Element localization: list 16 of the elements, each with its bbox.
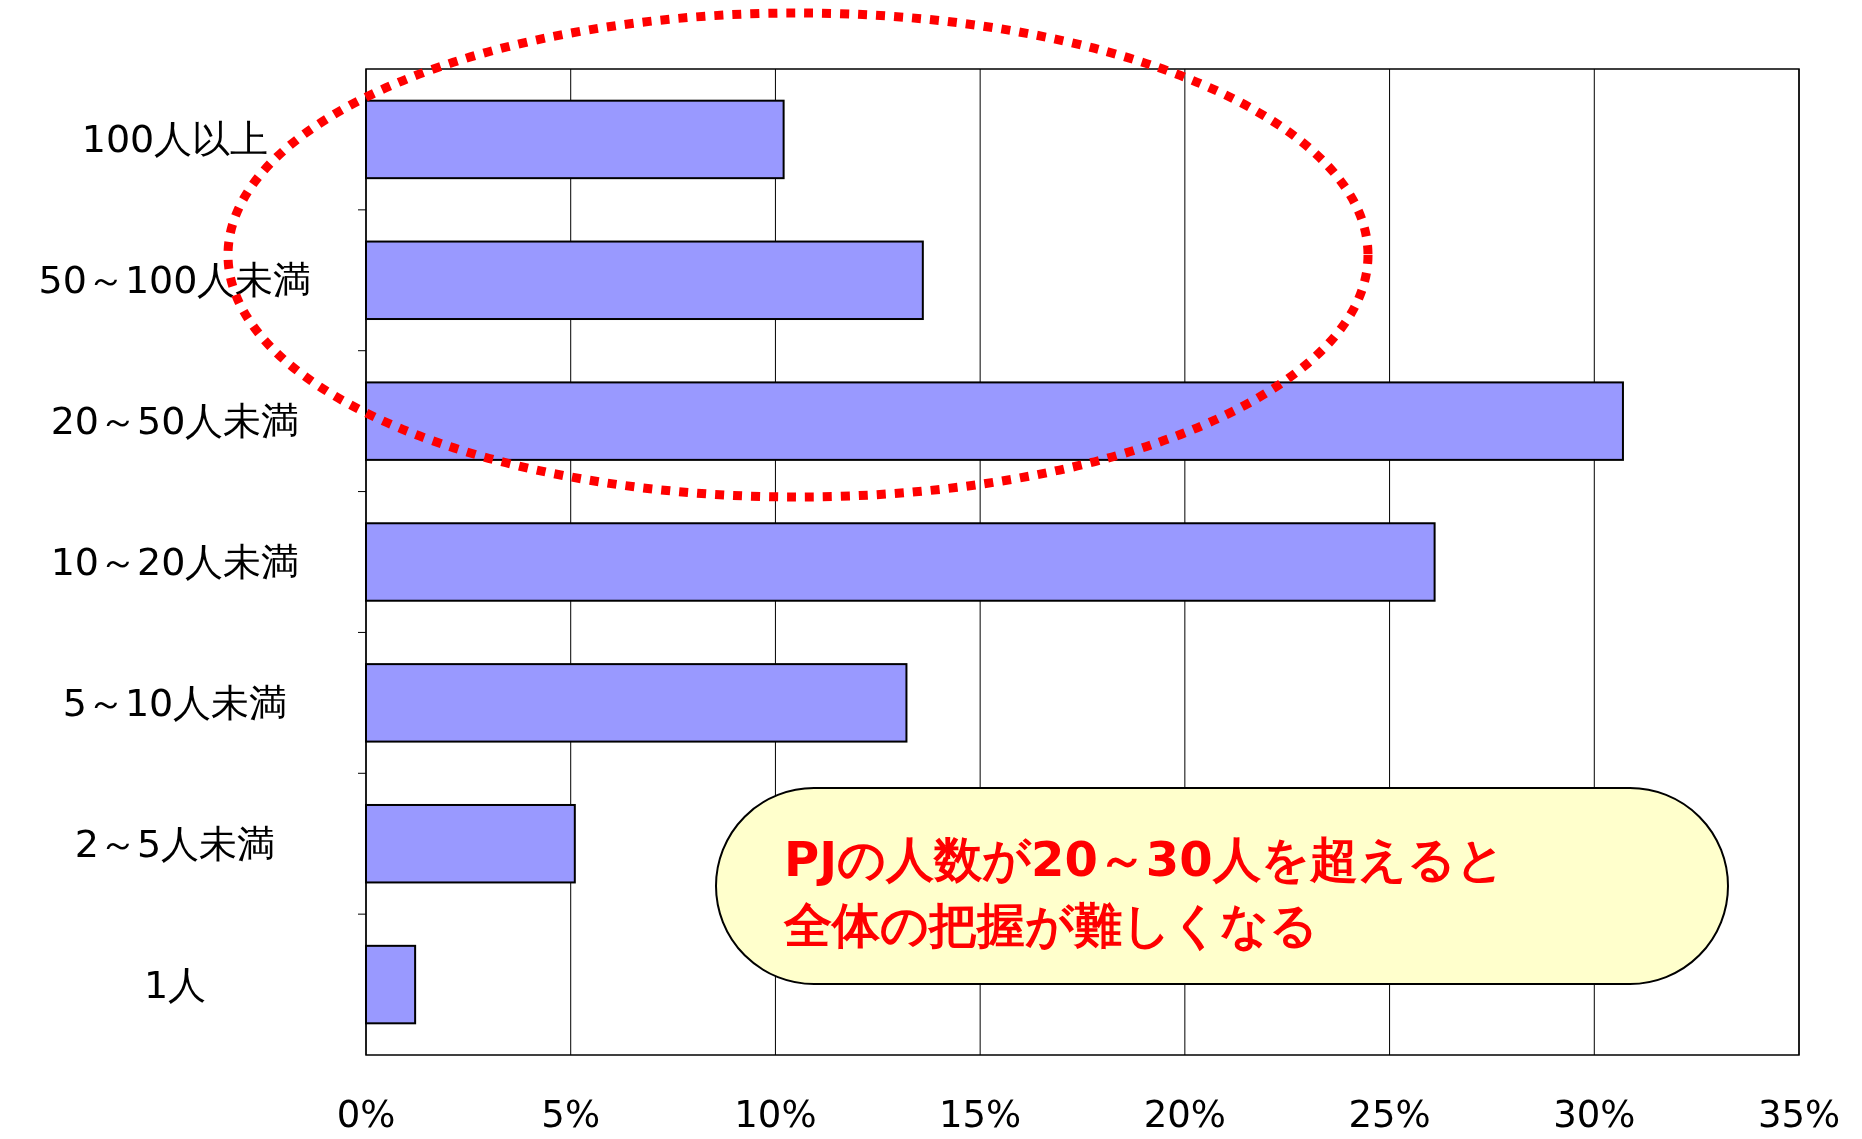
x-tick-label: 5% <box>541 1093 601 1136</box>
annotation: PJの人数が20～30人を超えると全体の把握が難しくなる <box>784 830 1506 955</box>
x-tick-label: 15% <box>939 1093 1022 1136</box>
y-tick-label: 100人以上 <box>81 117 269 162</box>
x-tick-label: 25% <box>1348 1093 1431 1136</box>
y-tick-label: 2～5人未満 <box>74 821 276 866</box>
y-tick-label: 50～100人未満 <box>38 258 312 303</box>
y-tick-label: 10～20人未満 <box>50 540 300 584</box>
y-tick-label: 1人 <box>143 962 207 1007</box>
x-tick-label: 0% <box>336 1093 396 1136</box>
y-tick-label: 5～10人未満 <box>62 680 288 725</box>
x-tick-label: 35% <box>1757 1093 1841 1136</box>
x-tick-label: 30% <box>1553 1093 1636 1136</box>
y-tick-label: 20～50人未満 <box>50 399 300 444</box>
x-tick-label: 20% <box>1143 1093 1226 1136</box>
x-tick-label: 10% <box>734 1093 817 1136</box>
